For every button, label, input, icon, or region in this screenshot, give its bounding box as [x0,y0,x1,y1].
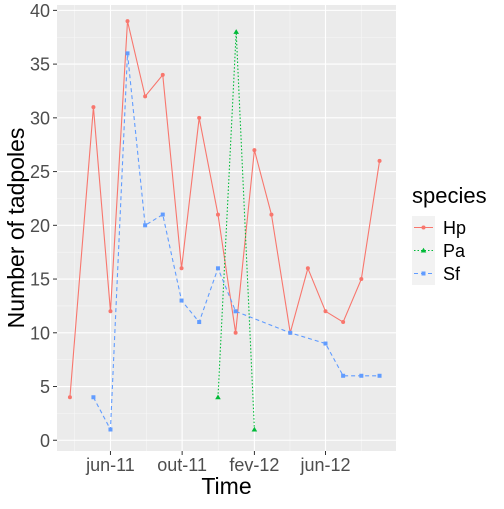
x-axis: jun-11 out-11 fev-12 jun-12 [85,451,351,475]
data-point-sf [341,373,346,378]
data-point-hp [233,330,238,335]
series-pa [215,29,258,432]
y-tick-label: 5 [40,377,50,397]
data-point-hp [91,105,96,110]
legend-marker-hp [421,225,426,230]
legend-marker-sf [421,271,426,276]
y-tick-label: 15 [30,270,50,290]
y-tick-label: 20 [30,216,50,236]
legend-label-hp: Hp [443,218,466,238]
y-tick-label: 0 [40,431,50,451]
data-point-pa [215,394,221,400]
data-point-sf [143,223,148,228]
data-point-sf [288,330,293,335]
series-line-pa [217,31,255,430]
data-point-sf [108,427,113,432]
data-point-sf [160,212,165,217]
data-point-hp [197,115,202,120]
data-point-hp [67,395,72,400]
legend-marker-pa [420,247,427,253]
data-point-hp [160,72,165,77]
series-layer [67,19,382,432]
legend-label-sf: Sf [443,264,461,284]
data-point-hp [377,158,382,163]
y-tick-label: 30 [30,108,50,128]
data-point-sf [125,51,130,56]
x-tick-label: jun-11 [85,455,135,475]
x-tick-label: jun-12 [299,455,350,475]
data-point-sf [179,298,184,303]
series-line-hp [69,20,381,398]
data-point-pa [251,426,258,432]
data-point-sf [197,320,202,325]
data-point-pa [233,29,239,34]
legend: species Hp Pa Sf [412,183,487,285]
data-point-hp [269,212,274,217]
data-point-hp [143,94,148,99]
y-tick-label: 35 [30,55,50,75]
data-point-hp [108,309,113,314]
data-point-hp [323,309,328,314]
y-tick-label: 40 [30,1,50,21]
data-point-sf [377,373,382,378]
data-point-hp [359,277,364,282]
x-tick-label: fev-12 [229,455,279,475]
y-axis-title: Number of tadpoles [3,128,29,329]
series-line-sf [92,53,380,432]
data-point-hp [252,148,257,153]
major-gridlines [57,5,396,451]
minor-gridlines [57,5,396,451]
y-tick-label: 25 [30,162,50,182]
x-axis-title: Time [201,473,251,499]
data-point-hp [125,19,130,24]
data-point-sf [215,266,220,271]
y-tick-label: 10 [30,323,50,343]
data-point-sf [359,373,364,378]
data-point-sf [323,341,328,346]
data-point-hp [215,212,220,217]
x-tick-label: out-11 [157,455,207,475]
data-point-sf [91,395,96,400]
data-point-hp [341,320,346,325]
series-sf [91,51,382,432]
data-point-hp [179,266,184,271]
series-hp [67,19,382,400]
legend-title: species [412,183,487,208]
data-point-hp [305,266,310,271]
y-axis: 0 5 10 15 20 25 30 35 40 [30,1,57,451]
legend-label-pa: Pa [443,241,466,261]
data-point-sf [233,309,238,314]
